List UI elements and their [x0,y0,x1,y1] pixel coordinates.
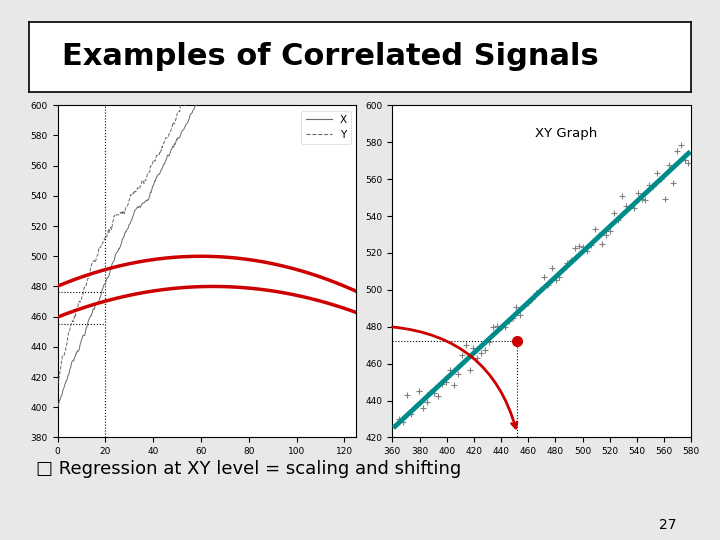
Text: Examples of Correlated Signals: Examples of Correlated Signals [62,42,598,71]
Text: 27: 27 [660,518,677,532]
Text: □ Regression at XY level = scaling and shifting: □ Regression at XY level = scaling and s… [36,460,462,478]
Text: XY Graph: XY Graph [534,127,597,140]
Legend: X, Y: X, Y [302,111,351,144]
